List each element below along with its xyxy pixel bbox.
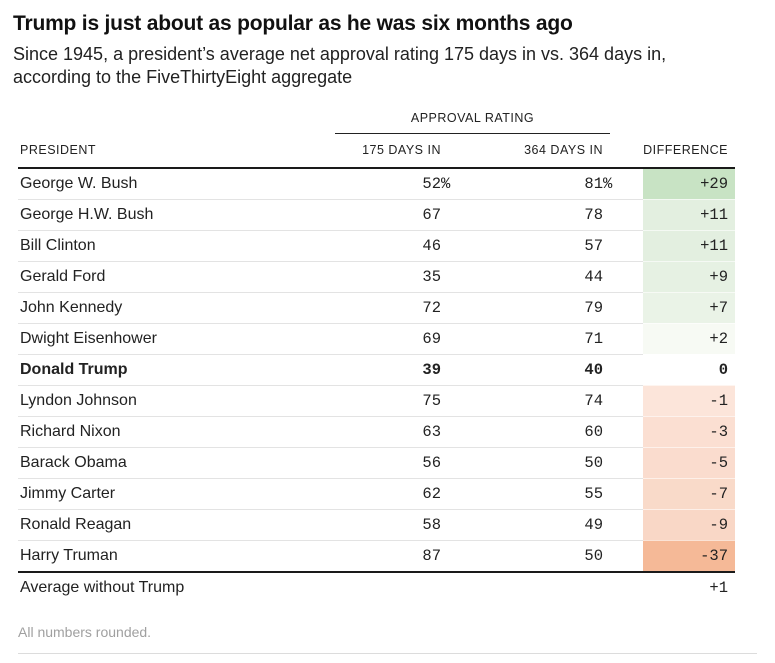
- difference-value: -9: [643, 509, 736, 541]
- table-row: Bill Clinton 46 57 +11: [18, 230, 736, 262]
- difference-value: 0: [643, 354, 736, 386]
- column-header-row: PRESIDENT 175 DAYS IN 364 DAYS IN DIFFER…: [18, 133, 736, 169]
- table-row: Ronald Reagan 58 49 -9: [18, 509, 736, 541]
- president-name: Donald Trump: [18, 354, 335, 386]
- president-name: Gerald Ford: [18, 261, 335, 293]
- president-name: John Kennedy: [18, 292, 335, 324]
- table-row: Barack Obama 56 50 -5: [18, 447, 736, 479]
- summary-label: Average without Trump: [20, 578, 185, 596]
- president-name: Jimmy Carter: [18, 478, 335, 510]
- difference-value: +29: [643, 167, 736, 200]
- col-header-364-days: 364 DAYS IN: [448, 133, 611, 169]
- difference-value: +7: [643, 292, 736, 324]
- table-row: George W. Bush 52% 81% +29: [18, 167, 736, 200]
- difference-value: -1: [643, 385, 736, 417]
- col-header-175-days: 175 DAYS IN: [335, 133, 448, 169]
- table-row: Lyndon Johnson 75 74 -1: [18, 385, 736, 417]
- president-name: Richard Nixon: [18, 416, 335, 448]
- table-row: Dwight Eisenhower 69 71 +2: [18, 323, 736, 355]
- difference-value: +2: [643, 323, 736, 355]
- president-name: Barack Obama: [18, 447, 335, 479]
- president-name: Ronald Reagan: [18, 509, 335, 541]
- difference-value: -7: [643, 478, 736, 510]
- col-header-president: PRESIDENT: [18, 133, 335, 169]
- chart-title: Trump is just about as popular as he was…: [13, 12, 573, 35]
- table-body: George W. Bush 52% 81% +29 George H.W. Bush 6…: [18, 167, 736, 603]
- summary-row: Average without Trump +1: [18, 572, 735, 603]
- difference-value: -37: [643, 540, 736, 573]
- president-name: George H.W. Bush: [18, 199, 335, 231]
- group-header-row: APPROVAL RATING: [18, 110, 735, 134]
- president-name: Lyndon Johnson: [18, 385, 335, 417]
- table-row: Gerald Ford 35 44 +9: [18, 261, 736, 293]
- approval-rating-group-header: APPROVAL RATING: [335, 110, 611, 134]
- col-header-spacer: [610, 133, 644, 169]
- difference-value: +9: [643, 261, 736, 293]
- summary-difference-value: +1: [709, 578, 729, 597]
- president-name: George W. Bush: [18, 167, 335, 200]
- difference-value: +11: [643, 199, 736, 231]
- table-row: Donald Trump 39 40 0: [18, 354, 736, 386]
- chart-subtitle: Since 1945, a president’s average net ap…: [13, 44, 667, 88]
- difference-value: -5: [643, 447, 736, 479]
- table-row: Jimmy Carter 62 55 -7: [18, 478, 736, 510]
- table-row: John Kennedy 72 79 +7: [18, 292, 736, 324]
- president-name: Harry Truman: [18, 540, 335, 573]
- difference-value: -3: [643, 416, 736, 448]
- bottom-divider: [18, 652, 757, 654]
- footnote: All numbers rounded.: [18, 623, 152, 640]
- col-header-difference: DIFFERENCE: [643, 133, 736, 169]
- difference-value: +11: [643, 230, 736, 262]
- president-name: Bill Clinton: [18, 230, 335, 262]
- table-row: George H.W. Bush 67 78 +11: [18, 199, 736, 231]
- table-row: Richard Nixon 63 60 -3: [18, 416, 736, 448]
- table-row: Harry Truman 87 50 -37: [18, 540, 736, 573]
- approval-table: APPROVAL RATING PRESIDENT 175 DAYS IN 36…: [18, 110, 736, 603]
- president-name: Dwight Eisenhower: [18, 323, 335, 355]
